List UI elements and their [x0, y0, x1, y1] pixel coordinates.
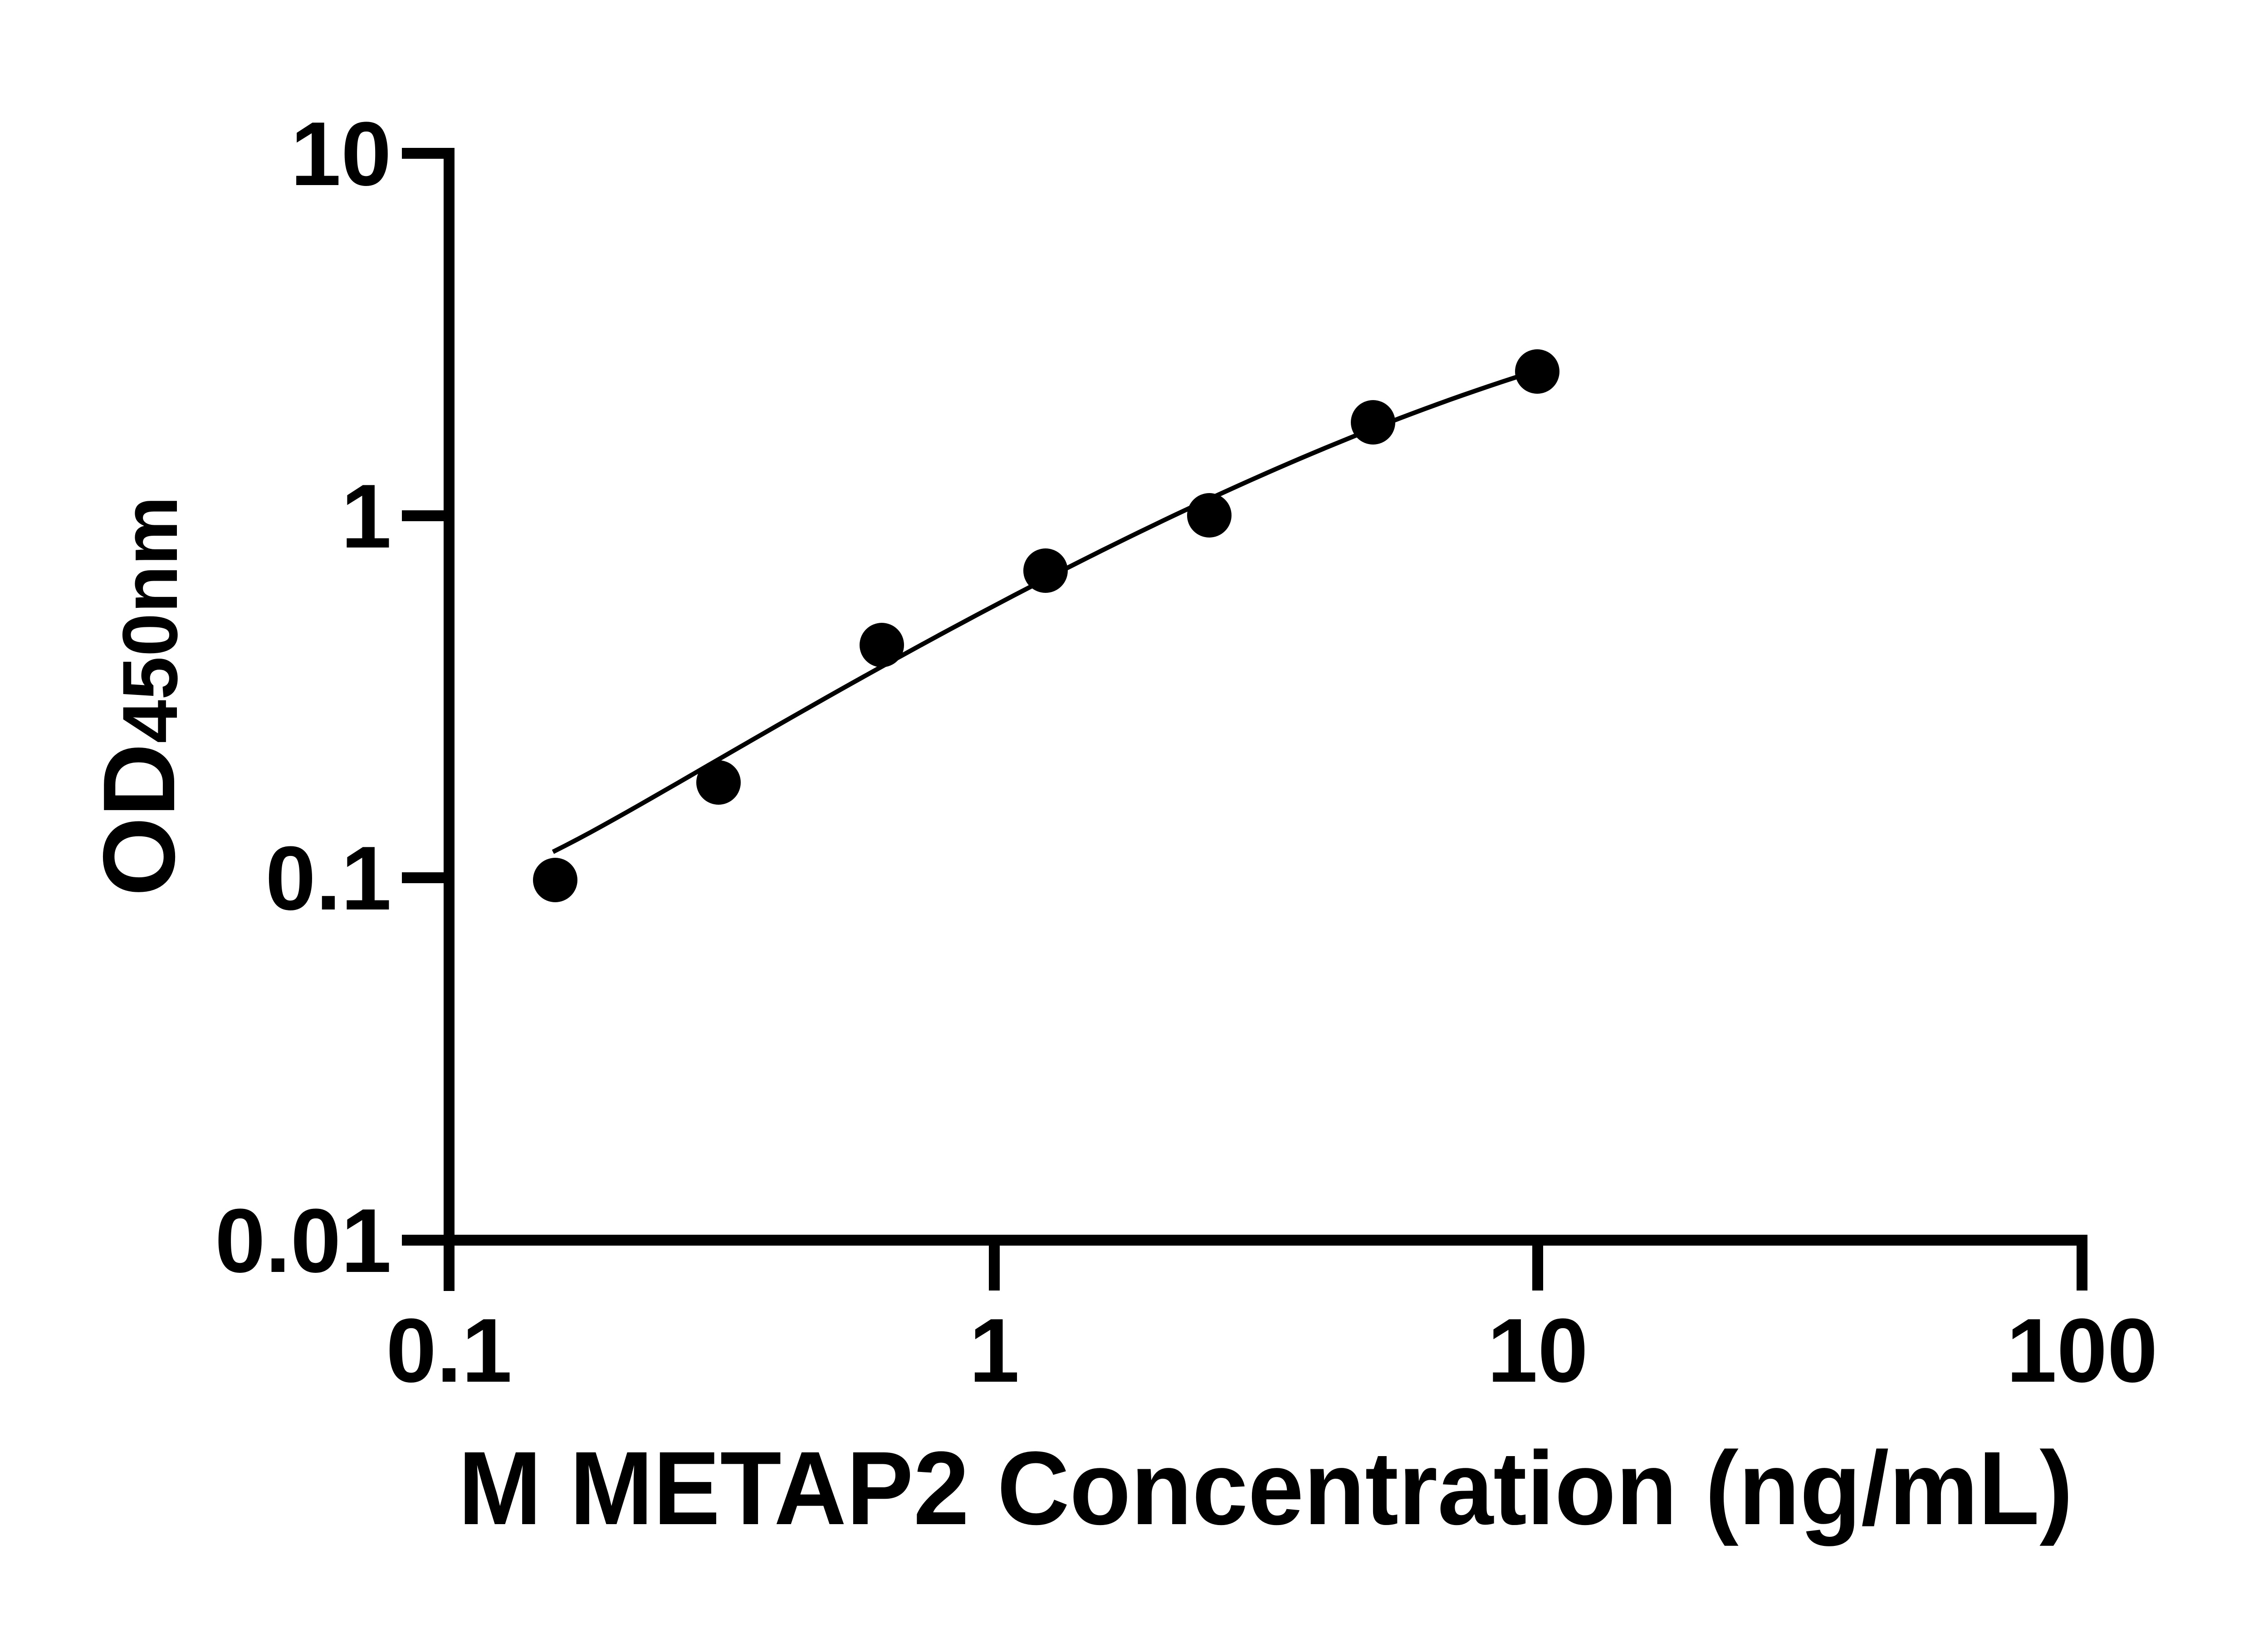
svg-text:100: 100	[2006, 1300, 2158, 1401]
svg-text:M METAP2 Concentration (ng/mL): M METAP2 Concentration (ng/mL)	[458, 1430, 2073, 1546]
svg-text:0.1: 0.1	[386, 1300, 512, 1401]
svg-text:OD450nm: OD450nm	[82, 496, 196, 896]
svg-text:10: 10	[1487, 1300, 1588, 1401]
svg-text:0.01: 0.01	[215, 1190, 391, 1291]
svg-text:1: 1	[341, 466, 391, 567]
svg-text:0.1: 0.1	[265, 828, 391, 929]
svg-text:10: 10	[291, 103, 391, 205]
svg-text:1: 1	[969, 1300, 1019, 1401]
